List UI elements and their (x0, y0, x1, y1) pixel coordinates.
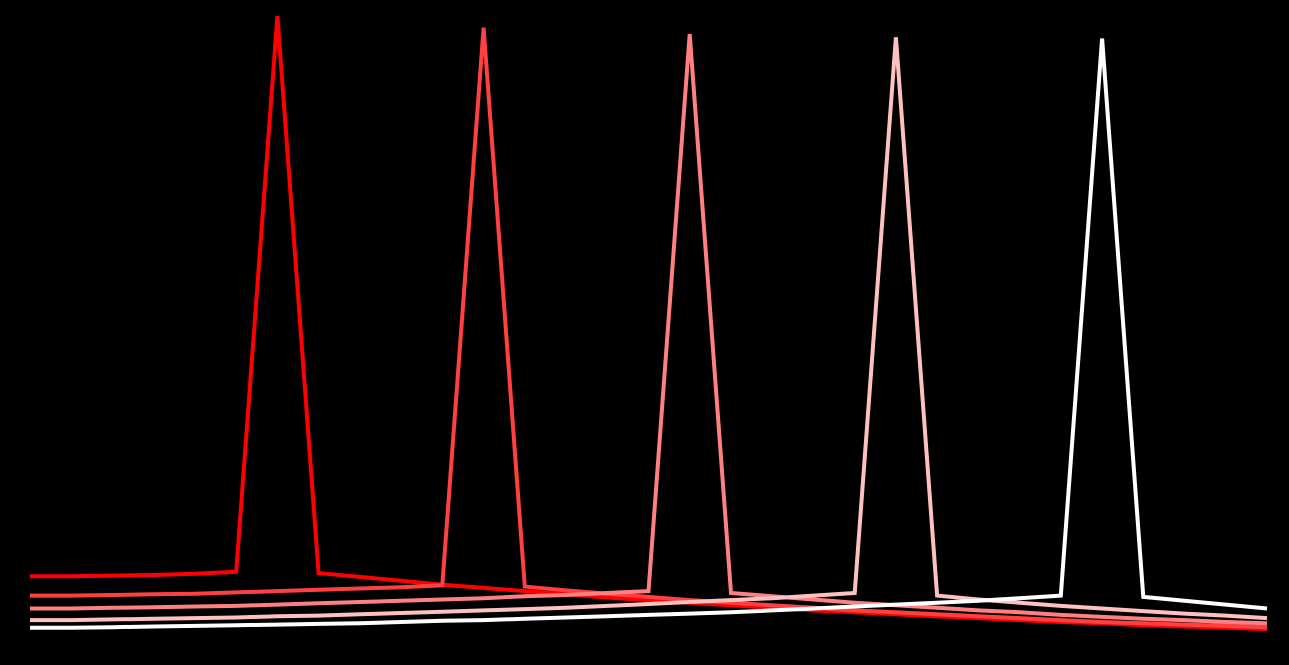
series-line-2 (30, 27, 1268, 630)
series-layer (30, 15, 1268, 632)
series-line-4 (30, 37, 1268, 623)
series-line-3 (30, 33, 1268, 626)
series-line-5 (30, 38, 1268, 630)
